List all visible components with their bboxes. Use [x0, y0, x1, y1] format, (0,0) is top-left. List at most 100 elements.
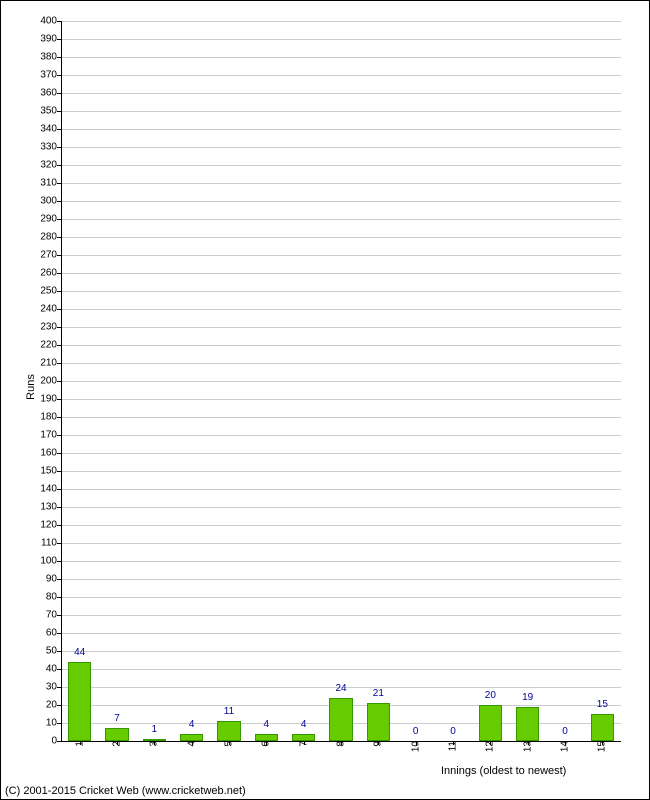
y-tick-label: 170	[40, 430, 61, 441]
y-tick-label: 230	[40, 322, 61, 333]
gridline	[61, 633, 621, 634]
gridline	[61, 21, 621, 22]
x-tick-label: 8	[336, 741, 347, 755]
y-tick-label: 110	[41, 538, 61, 549]
bar-value-label: 24	[335, 683, 346, 694]
bar-value-label: 15	[597, 699, 608, 710]
y-tick-label: 340	[40, 124, 61, 135]
y-tick-label: 390	[40, 34, 61, 45]
x-tick-label: 6	[261, 741, 272, 755]
bar-value-label: 20	[485, 690, 496, 701]
x-tick-label: 9	[373, 741, 384, 755]
x-tick-label: 13	[522, 741, 533, 760]
bar	[105, 728, 128, 741]
y-tick-label: 320	[40, 160, 61, 171]
gridline	[61, 471, 621, 472]
gridline	[61, 579, 621, 580]
y-tick-label: 180	[40, 412, 61, 423]
x-tick-label: 7	[298, 741, 309, 755]
gridline	[61, 273, 621, 274]
gridline	[61, 111, 621, 112]
bar	[217, 721, 240, 741]
gridline	[61, 597, 621, 598]
bar-value-label: 4	[301, 719, 307, 730]
x-tick-label: 5	[224, 741, 235, 755]
bar	[479, 705, 502, 741]
x-tick-label: 10	[410, 741, 421, 760]
y-tick-label: 370	[40, 70, 61, 81]
y-tick-label: 20	[46, 700, 61, 711]
y-tick-label: 50	[46, 646, 61, 657]
gridline	[61, 399, 621, 400]
bar-value-label: 7	[114, 713, 120, 724]
gridline	[61, 327, 621, 328]
gridline	[61, 75, 621, 76]
gridline	[61, 201, 621, 202]
y-tick-label: 400	[40, 16, 61, 27]
bar	[591, 714, 614, 741]
gridline	[61, 381, 621, 382]
gridline	[61, 651, 621, 652]
x-tick-label: 3	[149, 741, 160, 755]
x-tick-label: 12	[485, 741, 496, 760]
gridline	[61, 219, 621, 220]
gridline	[61, 561, 621, 562]
gridline	[61, 309, 621, 310]
gridline	[61, 525, 621, 526]
y-axis-label: Runs	[25, 374, 37, 400]
y-tick-label: 300	[40, 196, 61, 207]
gridline	[61, 489, 621, 490]
gridline	[61, 345, 621, 346]
y-tick-label: 190	[40, 394, 61, 405]
y-tick-label: 90	[46, 574, 61, 585]
gridline	[61, 93, 621, 94]
gridline	[61, 237, 621, 238]
y-tick-label: 360	[40, 88, 61, 99]
bar-value-label: 4	[264, 719, 270, 730]
bar-value-label: 4	[189, 719, 195, 730]
y-tick-label: 60	[46, 628, 61, 639]
bar-value-label: 1	[152, 724, 158, 735]
x-tick-label: 15	[597, 741, 608, 760]
gridline	[61, 165, 621, 166]
y-tick-label: 130	[40, 502, 61, 513]
x-axis-label: Innings (oldest to newest)	[441, 765, 566, 777]
y-tick-label: 30	[46, 682, 61, 693]
y-tick-label: 250	[40, 286, 61, 297]
y-tick-label: 70	[46, 610, 61, 621]
y-tick-label: 150	[40, 466, 61, 477]
y-tick-label: 80	[46, 592, 61, 603]
y-tick-label: 280	[40, 232, 61, 243]
y-tick-label: 290	[40, 214, 61, 225]
gridline	[61, 453, 621, 454]
copyright-text: (C) 2001-2015 Cricket Web (www.cricketwe…	[5, 785, 246, 797]
y-tick-label: 0	[51, 736, 61, 747]
y-tick-label: 310	[40, 178, 61, 189]
gridline	[61, 57, 621, 58]
gridline	[61, 183, 621, 184]
gridline	[61, 543, 621, 544]
x-tick-label: 14	[560, 741, 571, 760]
x-tick-label: 11	[448, 741, 459, 759]
y-tick-label: 140	[40, 484, 61, 495]
y-tick-label: 240	[40, 304, 61, 315]
bar-value-label: 21	[373, 688, 384, 699]
gridline	[61, 417, 621, 418]
gridline	[61, 147, 621, 148]
gridline	[61, 129, 621, 130]
gridline	[61, 39, 621, 40]
gridline	[61, 435, 621, 436]
bar-value-label: 0	[413, 726, 419, 737]
bar	[367, 703, 390, 741]
bar-value-label: 0	[450, 726, 456, 737]
bar-value-label: 11	[224, 706, 234, 717]
y-axis	[61, 21, 62, 741]
bar	[329, 698, 352, 741]
gridline	[61, 669, 621, 670]
gridline	[61, 615, 621, 616]
gridline	[61, 255, 621, 256]
y-tick-label: 260	[40, 268, 61, 279]
x-tick-label: 4	[186, 741, 197, 755]
bar-value-label: 19	[522, 692, 533, 703]
x-tick-label: 1	[74, 741, 85, 755]
